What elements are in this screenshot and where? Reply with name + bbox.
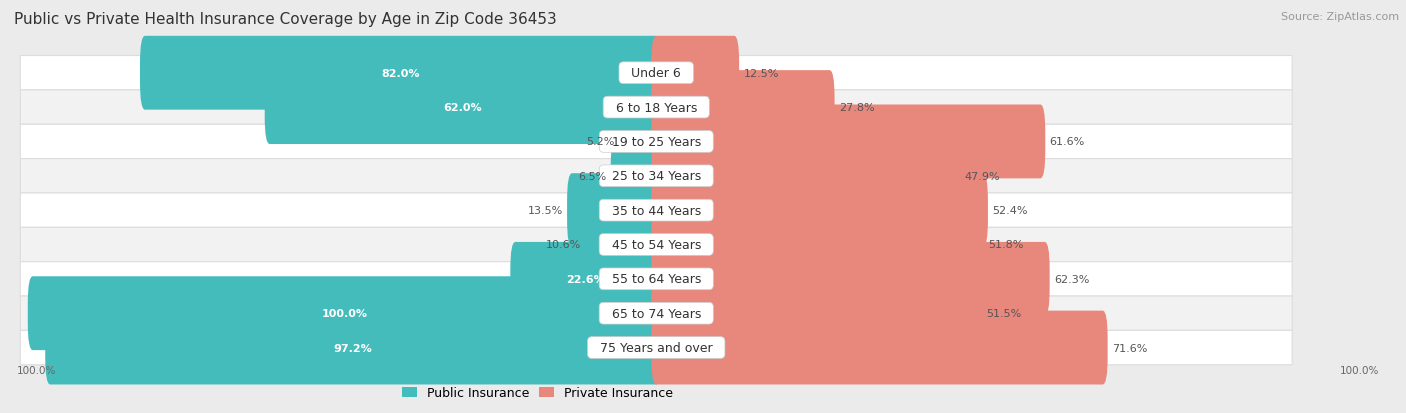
FancyBboxPatch shape — [651, 174, 988, 247]
FancyBboxPatch shape — [651, 208, 984, 282]
Text: 22.6%: 22.6% — [567, 274, 605, 284]
FancyBboxPatch shape — [651, 71, 835, 145]
Text: 51.5%: 51.5% — [987, 309, 1022, 318]
FancyBboxPatch shape — [619, 105, 661, 179]
FancyBboxPatch shape — [20, 91, 1292, 125]
Text: 55 to 64 Years: 55 to 64 Years — [603, 273, 709, 286]
Text: 62.3%: 62.3% — [1054, 274, 1090, 284]
Text: 13.5%: 13.5% — [527, 206, 562, 216]
Text: 6.5%: 6.5% — [578, 171, 606, 181]
FancyBboxPatch shape — [20, 262, 1292, 296]
FancyBboxPatch shape — [28, 277, 661, 350]
Text: 62.0%: 62.0% — [444, 103, 482, 113]
FancyBboxPatch shape — [651, 105, 1045, 179]
FancyBboxPatch shape — [20, 125, 1292, 159]
Text: 82.0%: 82.0% — [381, 69, 420, 78]
FancyBboxPatch shape — [567, 174, 661, 247]
Text: 25 to 34 Years: 25 to 34 Years — [603, 170, 709, 183]
FancyBboxPatch shape — [45, 311, 661, 385]
FancyBboxPatch shape — [651, 140, 960, 213]
Text: 100.0%: 100.0% — [1340, 365, 1379, 375]
Text: 71.6%: 71.6% — [1112, 343, 1147, 353]
Text: 19 to 25 Years: 19 to 25 Years — [603, 135, 709, 149]
Text: Under 6: Under 6 — [623, 67, 689, 80]
FancyBboxPatch shape — [20, 330, 1292, 365]
Text: 75 Years and over: 75 Years and over — [592, 341, 720, 354]
Text: 27.8%: 27.8% — [839, 103, 875, 113]
Text: 97.2%: 97.2% — [333, 343, 373, 353]
FancyBboxPatch shape — [651, 37, 740, 110]
FancyBboxPatch shape — [141, 37, 661, 110]
Text: 6 to 18 Years: 6 to 18 Years — [607, 101, 704, 114]
FancyBboxPatch shape — [610, 140, 661, 213]
FancyBboxPatch shape — [651, 277, 983, 350]
Text: 52.4%: 52.4% — [993, 206, 1028, 216]
Text: 45 to 54 Years: 45 to 54 Years — [603, 238, 709, 252]
Text: 65 to 74 Years: 65 to 74 Years — [603, 307, 709, 320]
FancyBboxPatch shape — [651, 242, 1050, 316]
Text: 51.8%: 51.8% — [988, 240, 1024, 250]
Legend: Public Insurance, Private Insurance: Public Insurance, Private Insurance — [396, 381, 678, 404]
Text: Public vs Private Health Insurance Coverage by Age in Zip Code 36453: Public vs Private Health Insurance Cover… — [14, 12, 557, 27]
Text: 10.6%: 10.6% — [546, 240, 581, 250]
FancyBboxPatch shape — [20, 228, 1292, 262]
FancyBboxPatch shape — [20, 57, 1292, 91]
FancyBboxPatch shape — [510, 242, 661, 316]
Text: 47.9%: 47.9% — [965, 171, 1000, 181]
FancyBboxPatch shape — [651, 311, 1108, 385]
FancyBboxPatch shape — [585, 208, 661, 282]
Text: 12.5%: 12.5% — [744, 69, 779, 78]
Text: 35 to 44 Years: 35 to 44 Years — [603, 204, 709, 217]
FancyBboxPatch shape — [20, 296, 1292, 330]
FancyBboxPatch shape — [20, 159, 1292, 194]
FancyBboxPatch shape — [264, 71, 661, 145]
Text: 61.6%: 61.6% — [1050, 137, 1085, 147]
Text: Source: ZipAtlas.com: Source: ZipAtlas.com — [1281, 12, 1399, 22]
FancyBboxPatch shape — [20, 194, 1292, 228]
Text: 100.0%: 100.0% — [17, 365, 56, 375]
Text: 5.2%: 5.2% — [586, 137, 614, 147]
Text: 100.0%: 100.0% — [322, 309, 367, 318]
